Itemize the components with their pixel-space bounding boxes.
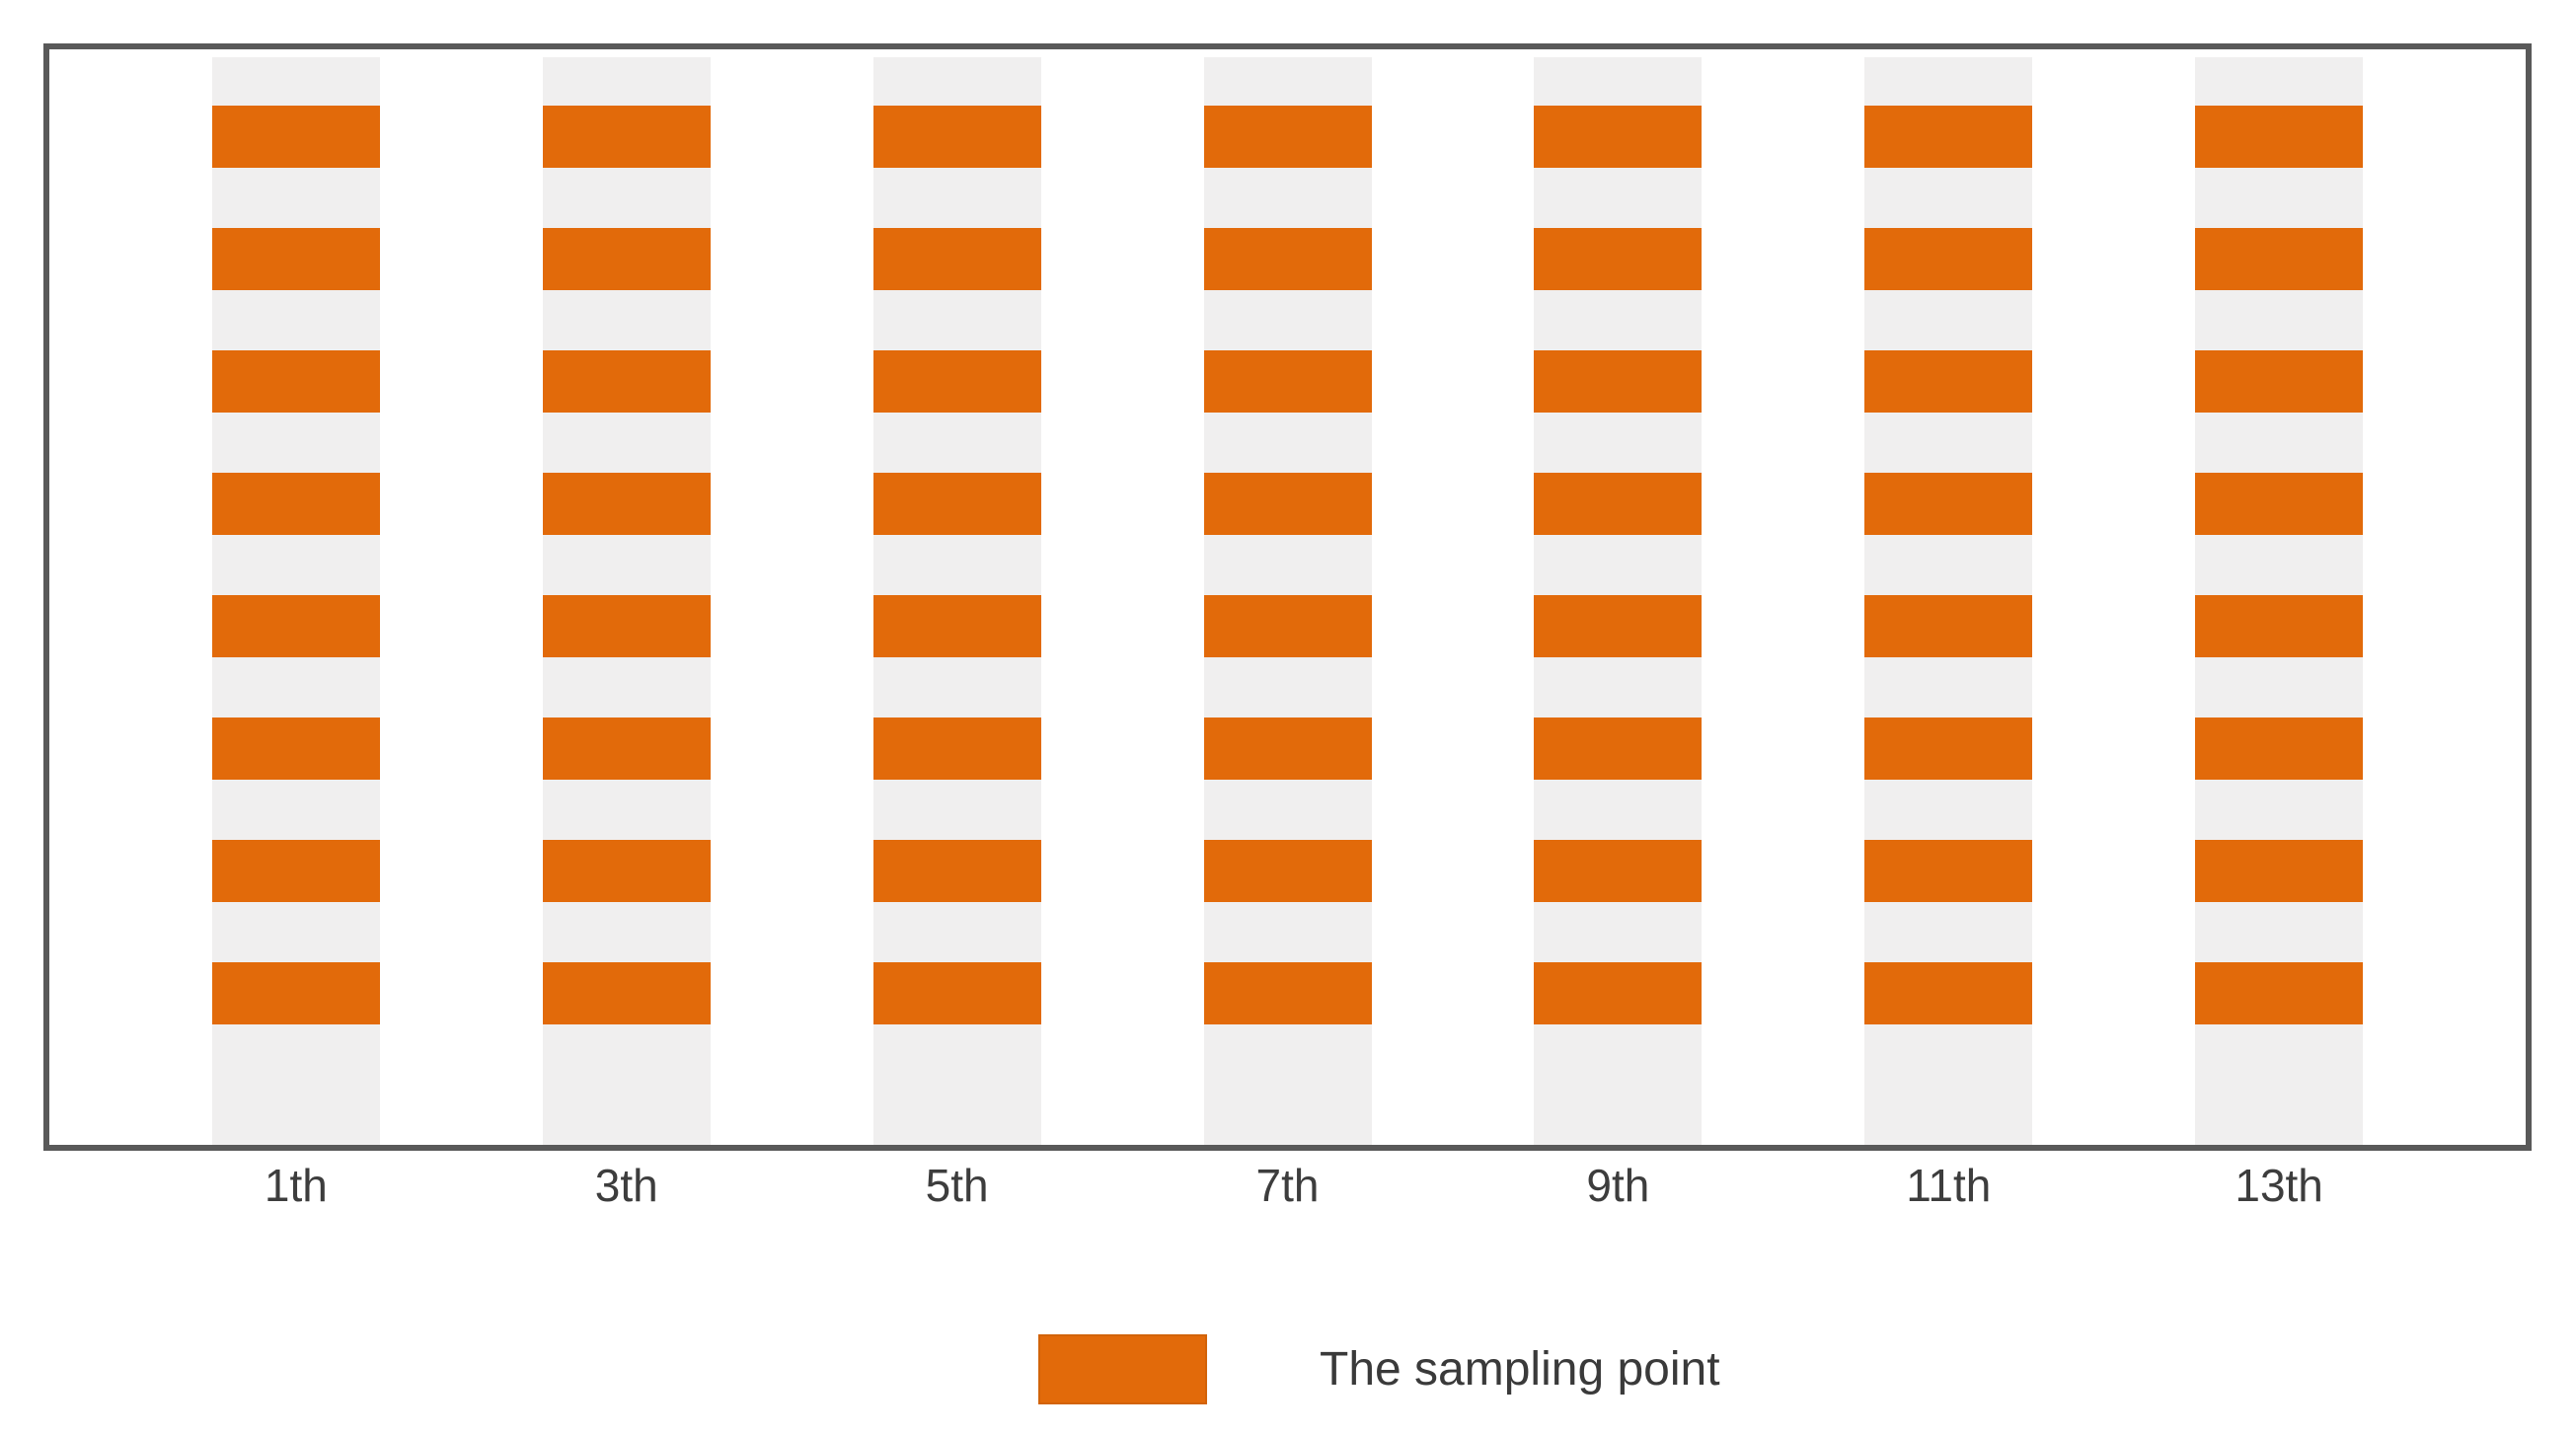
- sampling-point-block: [1203, 718, 1372, 780]
- sampling-point-block: [542, 106, 711, 168]
- sampling-point-block: [872, 718, 1041, 780]
- x-axis-labels: 1th 3th 5th 7th 9th 11th 13th: [49, 1163, 2526, 1208]
- sampling-point-block: [2195, 962, 2364, 1024]
- sampling-point-block: [542, 840, 711, 902]
- sampling-point-block: [872, 595, 1041, 657]
- sampling-point-block: [2195, 350, 2364, 413]
- sampling-point-block: [872, 962, 1041, 1024]
- sampling-point-block: [1864, 718, 2033, 780]
- sampling-point-block: [1864, 473, 2033, 535]
- sampling-point-block: [1203, 106, 1372, 168]
- sampling-point-block: [2195, 718, 2364, 780]
- column-strip-3th: [542, 57, 711, 1145]
- sampling-point-block: [542, 473, 711, 535]
- sampling-point-block: [542, 595, 711, 657]
- sampling-point-block: [542, 228, 711, 290]
- sampling-point-block: [2195, 840, 2364, 902]
- column-strip-13th: [2195, 57, 2364, 1145]
- sampling-point-block: [1864, 106, 2033, 168]
- sampling-point-block: [211, 840, 380, 902]
- x-axis-label: 11th: [1906, 1160, 1992, 1211]
- sampling-point-block: [1864, 840, 2033, 902]
- sampling-point-block: [1203, 228, 1372, 290]
- sampling-point-block: [211, 350, 380, 413]
- sampling-point-block: [1534, 962, 1703, 1024]
- column-strip-9th: [1534, 57, 1703, 1145]
- sampling-point-block: [1203, 473, 1372, 535]
- sampling-point-block: [1203, 840, 1372, 902]
- plot-area: [49, 49, 2526, 1145]
- sampling-point-block: [542, 718, 711, 780]
- x-axis-label: 13th: [2235, 1160, 2323, 1211]
- column-strip-11th: [1864, 57, 2033, 1145]
- sampling-point-block: [1203, 962, 1372, 1024]
- sampling-point-block: [872, 350, 1041, 413]
- sampling-point-block: [211, 718, 380, 780]
- sampling-point-block: [1534, 106, 1703, 168]
- x-axis-label: 5th: [925, 1160, 989, 1211]
- sampling-point-block: [1864, 228, 2033, 290]
- sampling-point-block: [872, 228, 1041, 290]
- sampling-point-block: [1534, 350, 1703, 413]
- sampling-point-block: [1203, 595, 1372, 657]
- sampling-point-block: [1534, 228, 1703, 290]
- x-axis-label: 3th: [594, 1160, 658, 1211]
- sampling-point-block: [1864, 962, 2033, 1024]
- column-strip-7th: [1203, 57, 1372, 1145]
- sampling-point-block: [542, 962, 711, 1024]
- sampling-point-block: [211, 228, 380, 290]
- sampling-point-block: [1534, 840, 1703, 902]
- sampling-point-block: [211, 962, 380, 1024]
- sampling-point-block: [2195, 228, 2364, 290]
- column-strip-5th: [872, 57, 1041, 1145]
- sampling-point-block: [2195, 106, 2364, 168]
- sampling-point-block: [872, 106, 1041, 168]
- legend: The sampling point: [1038, 1334, 1720, 1404]
- sampling-point-block: [542, 350, 711, 413]
- x-axis-label: 9th: [1586, 1160, 1650, 1211]
- x-axis-label: 7th: [1255, 1160, 1320, 1211]
- sampling-point-block: [2195, 473, 2364, 535]
- legend-label: The sampling point: [1320, 1343, 1720, 1396]
- sampling-point-block: [2195, 595, 2364, 657]
- x-axis-label: 1th: [264, 1160, 328, 1211]
- sampling-point-block: [1864, 350, 2033, 413]
- sampling-point-block: [1203, 350, 1372, 413]
- sampling-point-block: [211, 473, 380, 535]
- sampling-point-block: [872, 473, 1041, 535]
- sampling-point-block: [211, 106, 380, 168]
- plot-frame: [43, 43, 2532, 1151]
- sampling-point-block: [872, 840, 1041, 902]
- sampling-point-block: [1864, 595, 2033, 657]
- sampling-point-block: [1534, 595, 1703, 657]
- sampling-point-block: [1534, 473, 1703, 535]
- column-strip-1th: [211, 57, 380, 1145]
- sampling-point-block: [211, 595, 380, 657]
- legend-color-swatch: [1038, 1334, 1207, 1404]
- sampling-point-block: [1534, 718, 1703, 780]
